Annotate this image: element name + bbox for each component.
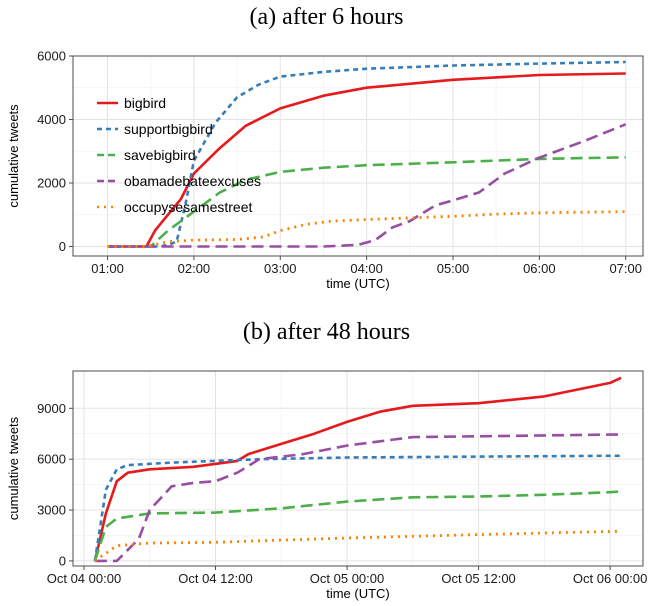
chartb-series-line-obamadebateexcuses xyxy=(94,433,622,563)
chartb-y-tick-label: 9000 xyxy=(37,401,66,416)
charta-series-line-supportbigbird xyxy=(107,60,626,248)
legend-label-supportbigbird: supportbigbird xyxy=(124,121,213,137)
charta-series-line-savebigbird xyxy=(107,156,626,248)
legend-label-savebigbird: savebigbird xyxy=(124,147,196,163)
charta-y-tick-label: 2000 xyxy=(37,175,66,190)
chartb-x-tick-label: Oct 04 00:00 xyxy=(47,571,121,586)
charta-series-line-bigbird xyxy=(107,72,626,248)
charta-y-axis-label: cumulative tweets xyxy=(6,104,21,208)
chartb-x-tick-label: Oct 06 00:00 xyxy=(573,571,647,586)
chartb-y-tick-label: 0 xyxy=(59,553,66,568)
chartb-x-tick-label: Oct 04 12:00 xyxy=(178,571,252,586)
charta-x-tick-label: 03:00 xyxy=(264,261,297,276)
chart-b-title: (b) after 48 hours xyxy=(242,319,411,345)
chartb-x-tick-label: Oct 05 12:00 xyxy=(441,571,515,586)
charta-x-tick-label: 06:00 xyxy=(523,261,556,276)
chart-a-title: (a) after 6 hours xyxy=(249,4,404,30)
charta-plot-border xyxy=(72,55,644,257)
chartb-y-tick-label: 3000 xyxy=(37,503,66,518)
charta-x-axis-label: time (UTC) xyxy=(326,276,390,291)
legend-label-occupysesamestreet: occupysesamestreet xyxy=(124,199,253,215)
charta-y-tick-label: 6000 xyxy=(37,49,66,64)
charta-x-tick-label: 01:00 xyxy=(91,261,124,276)
charta-x-tick-label: 04:00 xyxy=(350,261,383,276)
chartb-plot-border xyxy=(72,370,644,567)
chartb-y-tick-label: 6000 xyxy=(37,452,66,467)
charta-x-tick-label: 07:00 xyxy=(609,261,642,276)
charta-y-tick-label: 0 xyxy=(59,239,66,254)
legend-label-obamadebateexcuses: obamadebateexcuses xyxy=(124,173,261,189)
chartb-x-tick-label: Oct 05 00:00 xyxy=(310,571,384,586)
charta-x-tick-label: 02:00 xyxy=(178,261,211,276)
charta-y-tick-label: 4000 xyxy=(37,112,66,127)
chartb-series-line-savebigbird xyxy=(93,490,622,562)
chartb-x-axis-label: time (UTC) xyxy=(326,586,390,601)
chartb-y-axis-label: cumulative tweets xyxy=(6,416,21,520)
charta-x-tick-label: 05:00 xyxy=(437,261,470,276)
chartb-series-line-bigbird xyxy=(93,376,622,562)
legend-label-bigbird: bigbird xyxy=(124,95,166,111)
charta-series-line-obamadebateexcuses xyxy=(107,123,627,248)
